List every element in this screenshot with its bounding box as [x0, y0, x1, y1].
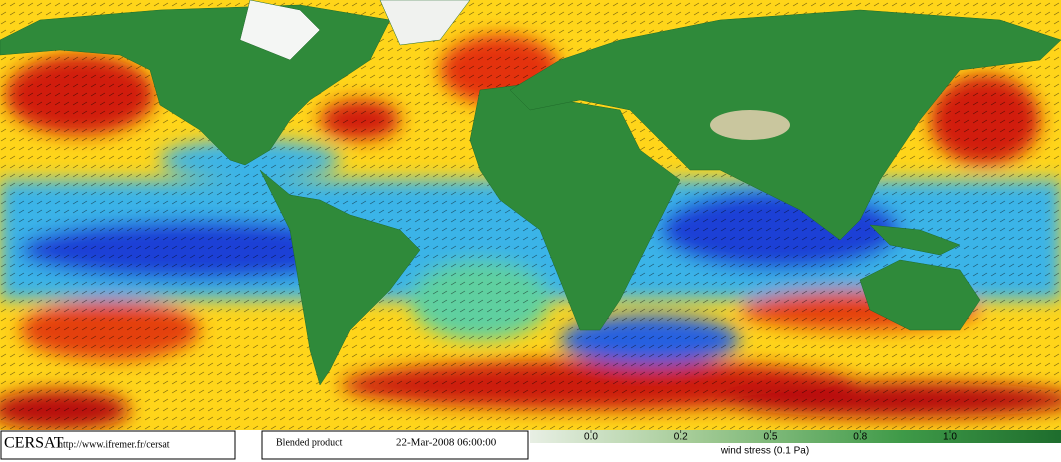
- colorbar: [530, 430, 1061, 443]
- colorbar-tick-label: 0.0: [584, 432, 598, 443]
- legend-title: wind stress (0.1 Pa): [720, 446, 809, 457]
- colorbar-tick-label: 1.0: [943, 432, 957, 443]
- landmasses: [0, 0, 1061, 386]
- info-box: [261, 430, 529, 460]
- logo-box: [0, 430, 236, 460]
- logo: CERSAT: [4, 435, 64, 452]
- date: 22-Mar-2008 06:00:00: [396, 437, 497, 449]
- url: http://www.ifremer.fr/cersat: [58, 439, 170, 450]
- product: Blended product: [276, 437, 343, 448]
- colorbar-tick-label: 0.2: [674, 432, 688, 443]
- footer: CERSAT http://www.ifremer.fr/cersat Blen…: [0, 430, 1061, 462]
- colorbar-tick-label: 0.5: [764, 432, 778, 443]
- colorbar-tick-label: 0.8: [853, 432, 867, 443]
